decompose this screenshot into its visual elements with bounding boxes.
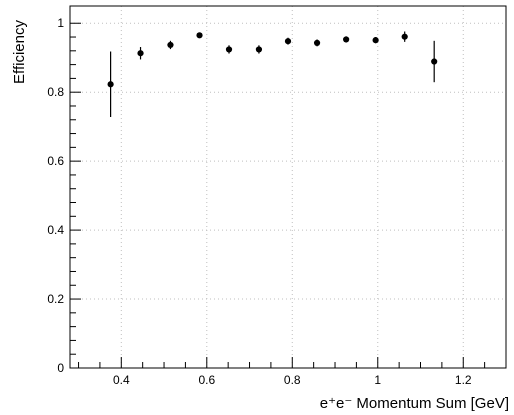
x-tick-label: 0.8 — [284, 373, 301, 387]
y-tick-label: 0.6 — [47, 154, 64, 168]
axis-ticks: 0.4 0.6 0.8 1 1.2 0 0.2 0.4 0.6 0.8 1 — [47, 16, 507, 387]
data-point — [401, 33, 408, 40]
plot-frame — [69, 5, 507, 369]
x-axis-label: e⁺e⁻ Momentum Sum [GeV] — [320, 395, 509, 412]
y-tick-label: 1 — [57, 16, 64, 30]
data-point — [372, 37, 379, 44]
data-point — [225, 46, 233, 53]
x-tick-label: 1.2 — [455, 373, 472, 387]
x-tick-label: 0.4 — [113, 373, 130, 387]
y-axis-label: Efficiency — [11, 20, 28, 84]
data-point — [196, 32, 203, 39]
data-point — [343, 36, 350, 43]
data-layer — [107, 31, 438, 118]
data-point — [255, 46, 263, 53]
data-point — [167, 41, 174, 49]
grid-layer — [70, 6, 506, 369]
y-tick-label: 0 — [57, 361, 64, 375]
y-tick-label: 0.4 — [47, 223, 64, 237]
data-point — [137, 50, 144, 57]
y-tick-label: 0.2 — [47, 292, 64, 306]
data-point — [107, 81, 114, 88]
data-point — [431, 58, 438, 65]
x-tick-label: 0.6 — [198, 373, 215, 387]
x-tick-label: 1 — [374, 373, 381, 387]
y-tick-label: 0.8 — [47, 85, 64, 99]
data-point — [284, 38, 292, 45]
data-point — [313, 39, 321, 46]
plot-border — [69, 5, 507, 369]
